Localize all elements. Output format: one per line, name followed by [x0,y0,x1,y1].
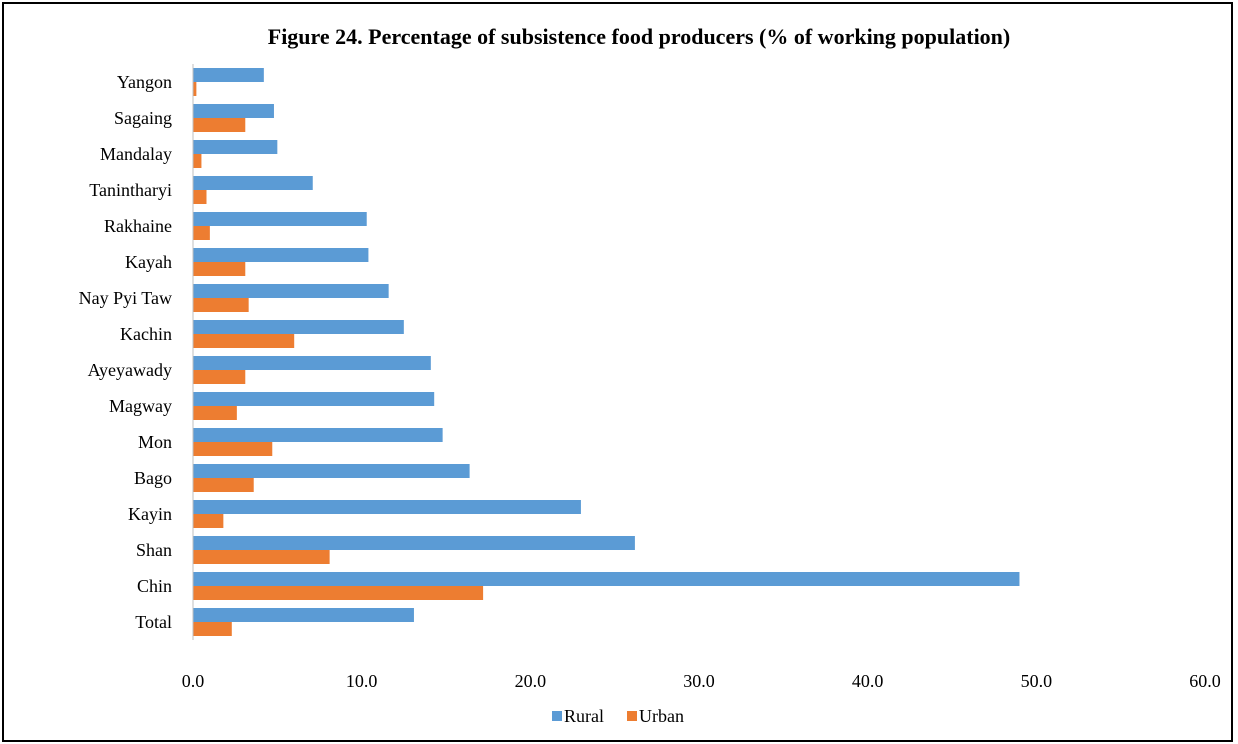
bar-urban-chin [193,586,484,600]
category-label: Sagaing [114,108,172,128]
bar-urban-tanintharyi [193,190,207,204]
bar-rural-magway [193,392,435,406]
category-label: Shan [136,540,172,560]
category-label: Rakhaine [104,216,172,236]
bar-rural-ayeyawady [193,356,431,370]
bar-rural-bago [193,464,470,478]
x-tick-label: 40.0 [852,671,884,691]
legend-label-urban: Urban [639,706,684,726]
bar-rural-tanintharyi [193,176,313,190]
chart-title: Figure 24. Percentage of subsistence foo… [268,24,1011,49]
bar-rural-mandalay [193,140,278,154]
x-tick-label: 50.0 [1021,671,1053,691]
bar-rural-rakhaine [193,212,367,226]
bar-urban-yangon [193,82,197,96]
bar-urban-shan [193,550,330,564]
category-label: Nay Pyi Taw [79,288,172,308]
bars [193,68,1020,636]
bar-urban-ayeyawady [193,370,246,384]
category-label: Bago [134,468,172,488]
category-label: Kayah [125,252,172,272]
legend-swatch-urban [627,711,637,721]
bar-urban-mon [193,442,273,456]
bar-rural-shan [193,536,635,550]
category-labels: Yangon Sagaing Mandalay Tanintharyi Rakhaine… [79,72,172,632]
x-tick-label: 20.0 [515,671,547,691]
category-label: Kayin [128,504,172,524]
category-label: Total [135,612,172,632]
legend-label-rural: Rural [564,706,604,726]
bar-rural-chin [193,572,1020,586]
bar-urban-total [193,622,232,636]
x-tick-labels: 0.0 10.0 20.0 30.0 40.0 50.0 60.0 [182,671,1221,691]
bar-rural-yangon [193,68,264,82]
bar-urban-kayah [193,262,246,276]
bar-urban-sagaing [193,118,246,132]
legend: Rural Urban [552,706,684,726]
bar-urban-rakhaine [193,226,210,240]
bar-rural-nay-pyi-taw [193,284,389,298]
bar-urban-magway [193,406,237,420]
bar-rural-kachin [193,320,404,334]
category-label: Yangon [117,72,172,92]
category-label: Chin [137,576,172,596]
bar-urban-kayin [193,514,224,528]
category-label: Mandalay [100,144,172,164]
bar-rural-kayin [193,500,581,514]
x-tick-label: 30.0 [683,671,715,691]
bar-rural-kayah [193,248,369,262]
bar-urban-mandalay [193,154,202,168]
category-label: Tanintharyi [89,180,172,200]
x-tick-label: 10.0 [346,671,378,691]
bar-rural-mon [193,428,443,442]
bar-rural-sagaing [193,104,274,118]
bar-rural-total [193,608,414,622]
category-label: Mon [138,432,172,452]
x-tick-label: 60.0 [1189,671,1221,691]
legend-swatch-rural [552,711,562,721]
bar-urban-kachin [193,334,295,348]
x-tick-label: 0.0 [182,671,205,691]
category-label: Magway [109,396,172,416]
bar-urban-bago [193,478,254,492]
category-label: Kachin [120,324,172,344]
category-label: Ayeyawady [88,360,172,380]
bar-urban-nay-pyi-taw [193,298,249,312]
